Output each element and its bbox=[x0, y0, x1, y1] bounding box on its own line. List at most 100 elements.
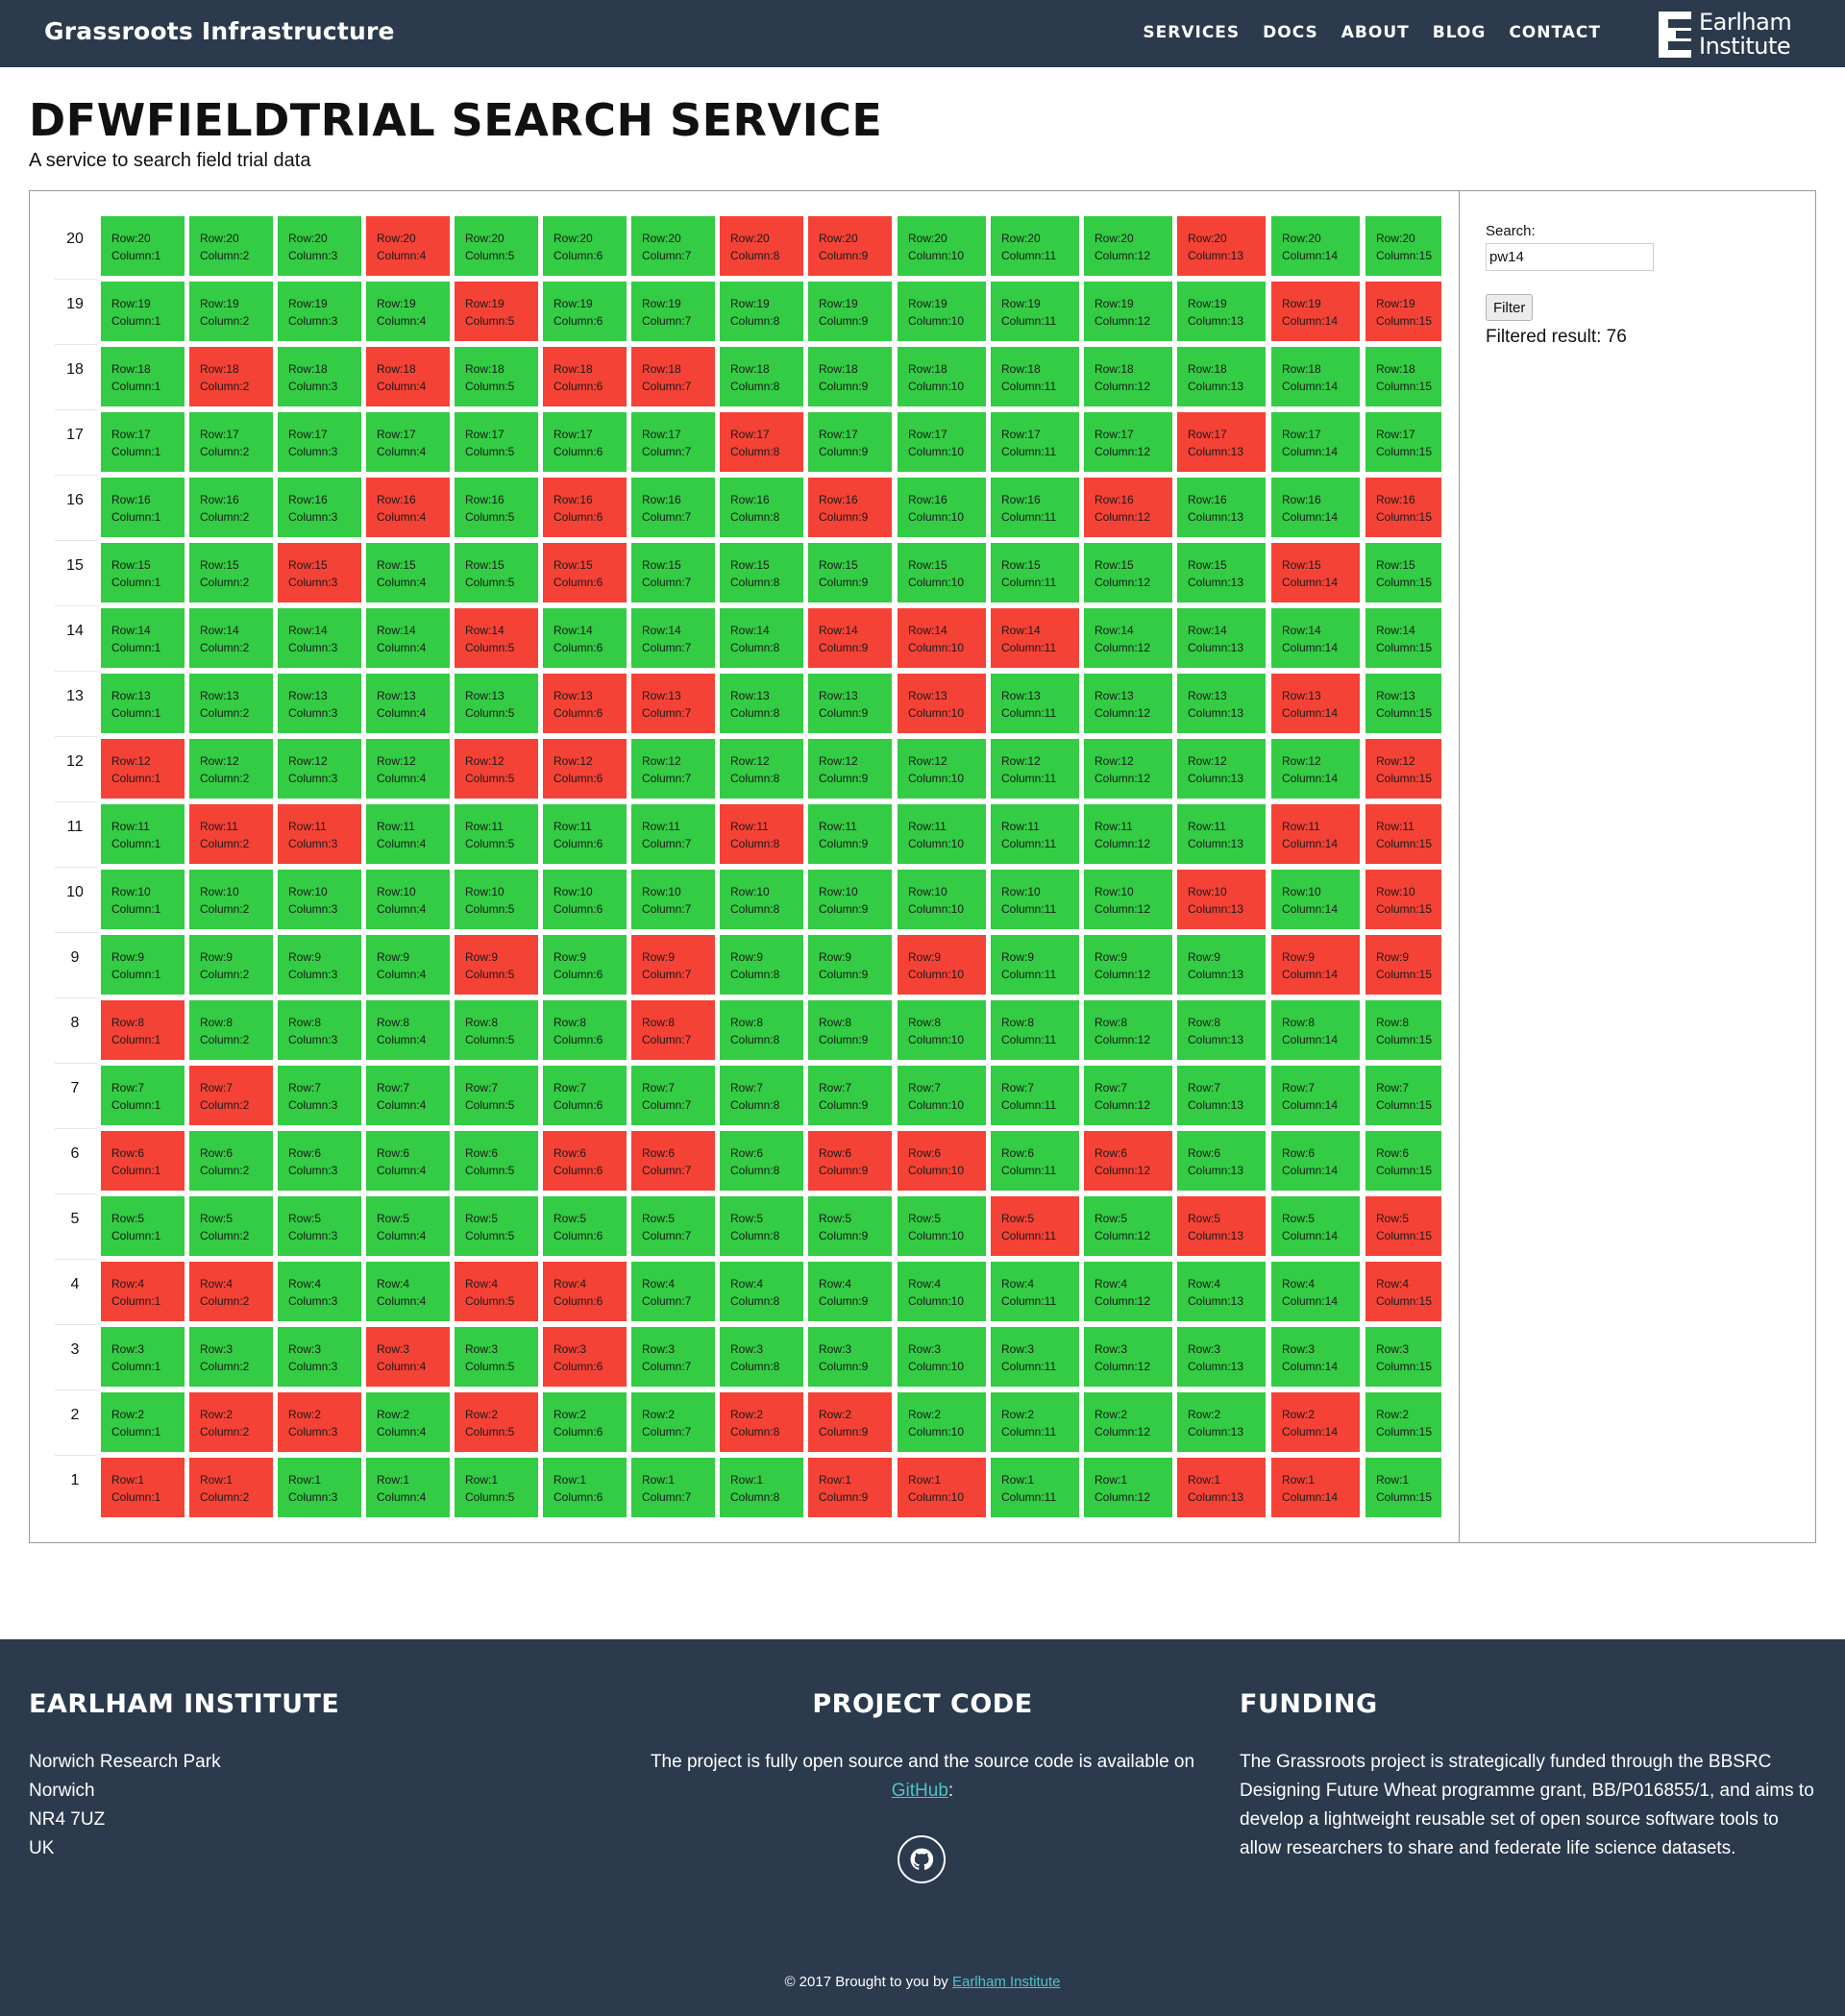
plot-cell-r7-c5[interactable]: Row:7 Column:5 bbox=[455, 1066, 538, 1125]
plot-cell-r1-c3[interactable]: Row:1 Column:3 bbox=[278, 1458, 361, 1517]
plot-cell-r9-c6[interactable]: Row:9 Column:6 bbox=[543, 935, 627, 995]
plot-cell-r3-c2[interactable]: Row:3 Column:2 bbox=[189, 1327, 273, 1387]
plot-cell-r16-c8[interactable]: Row:16 Column:8 bbox=[720, 478, 803, 537]
plot-cell-r13-c9[interactable]: Row:13 Column:9 bbox=[808, 674, 892, 733]
nav-link-docs[interactable]: DOCS bbox=[1263, 23, 1318, 42]
plot-cell-r6-c5[interactable]: Row:6 Column:5 bbox=[455, 1131, 538, 1191]
plot-cell-r6-c6[interactable]: Row:6 Column:6 bbox=[543, 1131, 627, 1191]
plot-cell-r11-c6[interactable]: Row:11 Column:6 bbox=[543, 804, 627, 864]
plot-cell-r15-c14[interactable]: Row:15 Column:14 bbox=[1271, 543, 1360, 602]
plot-cell-r13-c6[interactable]: Row:13 Column:6 bbox=[543, 674, 627, 733]
plot-cell-r4-c4[interactable]: Row:4 Column:4 bbox=[366, 1262, 450, 1321]
plot-cell-r12-c8[interactable]: Row:12 Column:8 bbox=[720, 739, 803, 799]
plot-cell-r6-c12[interactable]: Row:6 Column:12 bbox=[1084, 1131, 1172, 1191]
plot-cell-r7-c3[interactable]: Row:7 Column:3 bbox=[278, 1066, 361, 1125]
plot-cell-r8-c5[interactable]: Row:8 Column:5 bbox=[455, 1000, 538, 1060]
plot-cell-r13-c13[interactable]: Row:13 Column:13 bbox=[1177, 674, 1266, 733]
plot-cell-r12-c9[interactable]: Row:12 Column:9 bbox=[808, 739, 892, 799]
plot-cell-r17-c14[interactable]: Row:17 Column:14 bbox=[1271, 412, 1360, 472]
plot-cell-r14-c11[interactable]: Row:14 Column:11 bbox=[991, 608, 1079, 668]
plot-cell-r11-c11[interactable]: Row:11 Column:11 bbox=[991, 804, 1079, 864]
plot-cell-r8-c13[interactable]: Row:8 Column:13 bbox=[1177, 1000, 1266, 1060]
plot-cell-r11-c13[interactable]: Row:11 Column:13 bbox=[1177, 804, 1266, 864]
plot-cell-r8-c11[interactable]: Row:8 Column:11 bbox=[991, 1000, 1079, 1060]
plot-cell-r9-c3[interactable]: Row:9 Column:3 bbox=[278, 935, 361, 995]
plot-cell-r2-c14[interactable]: Row:2 Column:14 bbox=[1271, 1392, 1360, 1452]
plot-cell-r20-c8[interactable]: Row:20 Column:8 bbox=[720, 216, 803, 276]
plot-cell-r9-c8[interactable]: Row:9 Column:8 bbox=[720, 935, 803, 995]
plot-cell-r9-c15[interactable]: Row:9 Column:15 bbox=[1365, 935, 1441, 995]
brand-title[interactable]: Grassroots Infrastructure bbox=[44, 17, 395, 45]
plot-cell-r16-c1[interactable]: Row:16 Column:1 bbox=[101, 478, 184, 537]
plot-cell-r1-c2[interactable]: Row:1 Column:2 bbox=[189, 1458, 273, 1517]
plot-cell-r20-c3[interactable]: Row:20 Column:3 bbox=[278, 216, 361, 276]
plot-cell-r19-c15[interactable]: Row:19 Column:15 bbox=[1365, 282, 1441, 341]
plot-cell-r9-c2[interactable]: Row:9 Column:2 bbox=[189, 935, 273, 995]
plot-cell-r4-c13[interactable]: Row:4 Column:13 bbox=[1177, 1262, 1266, 1321]
plot-cell-r14-c9[interactable]: Row:14 Column:9 bbox=[808, 608, 892, 668]
plot-cell-r6-c2[interactable]: Row:6 Column:2 bbox=[189, 1131, 273, 1191]
plot-cell-r16-c4[interactable]: Row:16 Column:4 bbox=[366, 478, 450, 537]
plot-cell-r18-c15[interactable]: Row:18 Column:15 bbox=[1365, 347, 1441, 406]
plot-cell-r18-c2[interactable]: Row:18 Column:2 bbox=[189, 347, 273, 406]
plot-cell-r11-c15[interactable]: Row:11 Column:15 bbox=[1365, 804, 1441, 864]
plot-cell-r16-c12[interactable]: Row:16 Column:12 bbox=[1084, 478, 1172, 537]
plot-cell-r9-c12[interactable]: Row:9 Column:12 bbox=[1084, 935, 1172, 995]
plot-cell-r19-c12[interactable]: Row:19 Column:12 bbox=[1084, 282, 1172, 341]
plot-cell-r2-c2[interactable]: Row:2 Column:2 bbox=[189, 1392, 273, 1452]
plot-cell-r8-c9[interactable]: Row:8 Column:9 bbox=[808, 1000, 892, 1060]
plot-cell-r18-c9[interactable]: Row:18 Column:9 bbox=[808, 347, 892, 406]
plot-cell-r12-c2[interactable]: Row:12 Column:2 bbox=[189, 739, 273, 799]
plot-cell-r8-c1[interactable]: Row:8 Column:1 bbox=[101, 1000, 184, 1060]
plot-cell-r3-c7[interactable]: Row:3 Column:7 bbox=[631, 1327, 715, 1387]
plot-cell-r2-c12[interactable]: Row:2 Column:12 bbox=[1084, 1392, 1172, 1452]
plot-cell-r10-c14[interactable]: Row:10 Column:14 bbox=[1271, 870, 1360, 929]
plot-cell-r3-c6[interactable]: Row:3 Column:6 bbox=[543, 1327, 627, 1387]
plot-cell-r15-c15[interactable]: Row:15 Column:15 bbox=[1365, 543, 1441, 602]
plot-cell-r14-c1[interactable]: Row:14 Column:1 bbox=[101, 608, 184, 668]
plot-cell-r20-c13[interactable]: Row:20 Column:13 bbox=[1177, 216, 1266, 276]
nav-link-services[interactable]: SERVICES bbox=[1143, 23, 1241, 42]
plot-cell-r19-c3[interactable]: Row:19 Column:3 bbox=[278, 282, 361, 341]
plot-cell-r16-c2[interactable]: Row:16 Column:2 bbox=[189, 478, 273, 537]
plot-cell-r19-c9[interactable]: Row:19 Column:9 bbox=[808, 282, 892, 341]
plot-cell-r10-c9[interactable]: Row:10 Column:9 bbox=[808, 870, 892, 929]
plot-cell-r8-c12[interactable]: Row:8 Column:12 bbox=[1084, 1000, 1172, 1060]
plot-cell-r10-c13[interactable]: Row:10 Column:13 bbox=[1177, 870, 1266, 929]
plot-cell-r3-c14[interactable]: Row:3 Column:14 bbox=[1271, 1327, 1360, 1387]
plot-cell-r20-c6[interactable]: Row:20 Column:6 bbox=[543, 216, 627, 276]
plot-cell-r5-c1[interactable]: Row:5 Column:1 bbox=[101, 1196, 184, 1256]
plot-cell-r18-c7[interactable]: Row:18 Column:7 bbox=[631, 347, 715, 406]
plot-cell-r16-c9[interactable]: Row:16 Column:9 bbox=[808, 478, 892, 537]
plot-cell-r15-c11[interactable]: Row:15 Column:11 bbox=[991, 543, 1079, 602]
plot-cell-r12-c14[interactable]: Row:12 Column:14 bbox=[1271, 739, 1360, 799]
plot-cell-r3-c10[interactable]: Row:3 Column:10 bbox=[898, 1327, 986, 1387]
plot-cell-r1-c13[interactable]: Row:1 Column:13 bbox=[1177, 1458, 1266, 1517]
plot-cell-r3-c8[interactable]: Row:3 Column:8 bbox=[720, 1327, 803, 1387]
plot-cell-r14-c12[interactable]: Row:14 Column:12 bbox=[1084, 608, 1172, 668]
plot-cell-r3-c12[interactable]: Row:3 Column:12 bbox=[1084, 1327, 1172, 1387]
plot-cell-r3-c13[interactable]: Row:3 Column:13 bbox=[1177, 1327, 1266, 1387]
plot-cell-r17-c2[interactable]: Row:17 Column:2 bbox=[189, 412, 273, 472]
plot-cell-r8-c6[interactable]: Row:8 Column:6 bbox=[543, 1000, 627, 1060]
plot-cell-r7-c8[interactable]: Row:7 Column:8 bbox=[720, 1066, 803, 1125]
plot-cell-r5-c13[interactable]: Row:5 Column:13 bbox=[1177, 1196, 1266, 1256]
plot-cell-r13-c11[interactable]: Row:13 Column:11 bbox=[991, 674, 1079, 733]
plot-cell-r15-c5[interactable]: Row:15 Column:5 bbox=[455, 543, 538, 602]
plot-cell-r9-c10[interactable]: Row:9 Column:10 bbox=[898, 935, 986, 995]
plot-cell-r1-c9[interactable]: Row:1 Column:9 bbox=[808, 1458, 892, 1517]
plot-cell-r6-c13[interactable]: Row:6 Column:13 bbox=[1177, 1131, 1266, 1191]
plot-cell-r12-c1[interactable]: Row:12 Column:1 bbox=[101, 739, 184, 799]
plot-cell-r18-c8[interactable]: Row:18 Column:8 bbox=[720, 347, 803, 406]
plot-cell-r16-c3[interactable]: Row:16 Column:3 bbox=[278, 478, 361, 537]
plot-cell-r10-c2[interactable]: Row:10 Column:2 bbox=[189, 870, 273, 929]
plot-cell-r9-c9[interactable]: Row:9 Column:9 bbox=[808, 935, 892, 995]
plot-cell-r9-c7[interactable]: Row:9 Column:7 bbox=[631, 935, 715, 995]
plot-cell-r18-c6[interactable]: Row:18 Column:6 bbox=[543, 347, 627, 406]
plot-cell-r13-c2[interactable]: Row:13 Column:2 bbox=[189, 674, 273, 733]
plot-cell-r14-c14[interactable]: Row:14 Column:14 bbox=[1271, 608, 1360, 668]
plot-cell-r17-c5[interactable]: Row:17 Column:5 bbox=[455, 412, 538, 472]
plot-cell-r3-c4[interactable]: Row:3 Column:4 bbox=[366, 1327, 450, 1387]
plot-cell-r9-c5[interactable]: Row:9 Column:5 bbox=[455, 935, 538, 995]
plot-cell-r7-c13[interactable]: Row:7 Column:13 bbox=[1177, 1066, 1266, 1125]
